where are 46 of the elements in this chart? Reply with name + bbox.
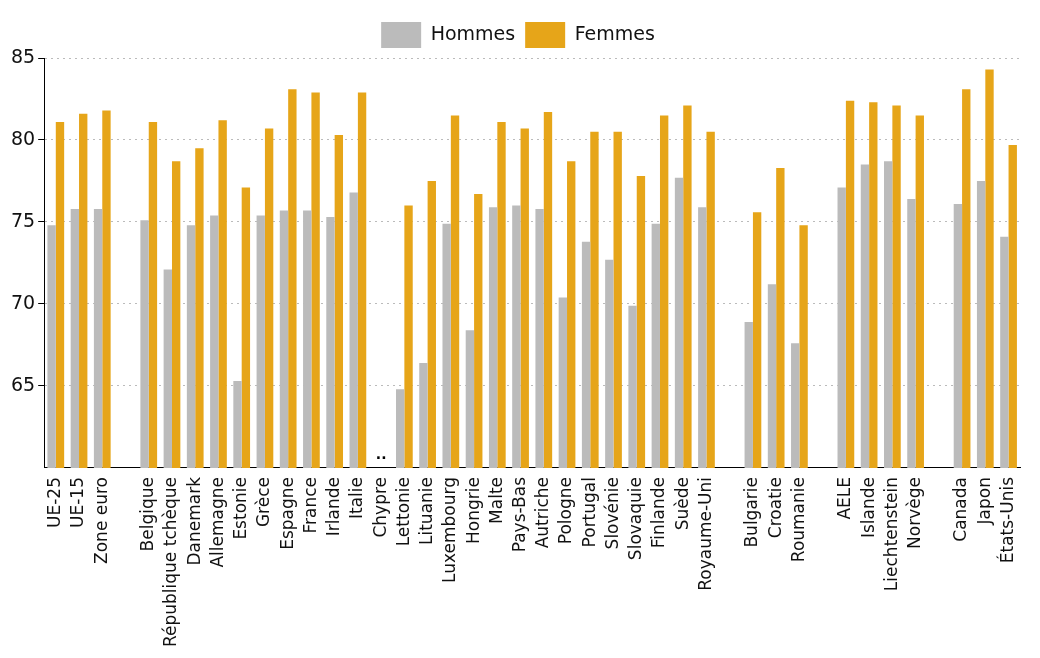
x-tick-label: Belgique xyxy=(137,476,158,552)
legend-label: Hommes xyxy=(430,21,516,44)
x-tick-label: Roumanie xyxy=(787,476,808,563)
x-tick-label: Japon xyxy=(973,476,994,526)
y-tick-label: 85 xyxy=(10,44,36,67)
x-tick-label: Autriche xyxy=(532,476,553,549)
x-tick-label: Hongrie xyxy=(462,476,483,544)
x-tick-label: République tchèque xyxy=(160,476,181,648)
x-tick-label: Zone euro xyxy=(90,476,111,564)
x-tick-label: Croatie xyxy=(764,476,785,539)
x-tick-label: Malte xyxy=(485,476,506,524)
x-tick-label: Liechtenstein xyxy=(880,476,901,592)
x-tick-label: Italie xyxy=(346,476,367,520)
x-tick-label: Portugal xyxy=(578,476,599,548)
y-tick-label: 80 xyxy=(10,126,36,149)
x-tick-label: Royaume-Uni xyxy=(694,476,715,591)
y-tick-label: 65 xyxy=(10,372,36,395)
x-tick-label: Irlande xyxy=(323,476,344,537)
x-tick-label: Bulgarie xyxy=(741,476,762,548)
x-tick-label: France xyxy=(299,476,320,534)
x-tick-label: Canada xyxy=(950,476,971,542)
x-tick-label: Chypre xyxy=(369,476,390,538)
annotation: .. xyxy=(375,445,387,462)
x-tick-label: Estonie xyxy=(230,476,251,540)
x-tick-label: UE-25 xyxy=(44,476,65,528)
x-tick-label: États-Unis xyxy=(995,476,1017,564)
x-tick-label: Finlande xyxy=(648,476,669,549)
x-tick-label: Danemark xyxy=(183,476,204,566)
x-tick-label: Slovaquie xyxy=(625,476,646,561)
x-tick-label: Pays-Bas xyxy=(508,476,529,553)
x-tick-label: Islande xyxy=(857,476,878,539)
x-tick-label: Espagne xyxy=(276,476,297,550)
x-tick-label: Norvège xyxy=(904,476,925,549)
x-tick-label: Slovénie xyxy=(601,476,622,550)
x-tick-label: UE-15 xyxy=(67,476,88,528)
x-tick-label: AELE xyxy=(834,476,855,520)
x-tick-label: Lituanie xyxy=(416,476,437,546)
legend-label: Femmes xyxy=(574,21,655,44)
x-tick-label: Grèce xyxy=(253,476,274,528)
x-tick-label: Luxembourg xyxy=(439,476,460,583)
x-tick-label: Lettonie xyxy=(392,476,413,547)
y-tick-label: 70 xyxy=(10,290,36,313)
y-tick-label: 75 xyxy=(10,208,36,231)
x-tick-label: Allemagne xyxy=(206,476,227,568)
x-tick-label: Suède xyxy=(671,476,692,531)
x-tick-label: Pologne xyxy=(555,476,576,545)
